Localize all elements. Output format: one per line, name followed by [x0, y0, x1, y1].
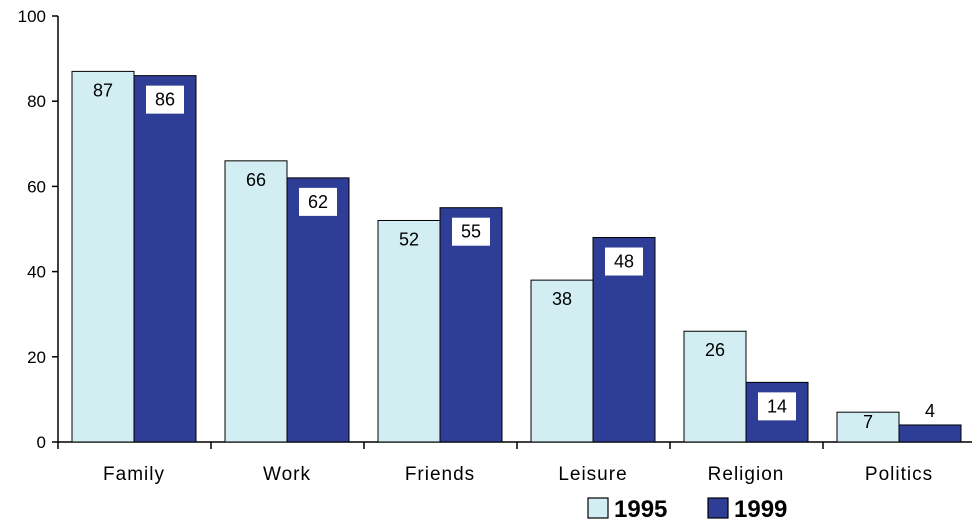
y-tick-label: 40 [27, 263, 46, 282]
bar-1995-work [224, 160, 288, 443]
data-label: 4 [925, 401, 935, 421]
y-axis: 0 20 40 60 80 100 [18, 7, 59, 452]
data-label-box [452, 217, 490, 246]
y-tick-label: 0 [37, 433, 46, 452]
data-label: 55 [461, 222, 481, 242]
data-label-box [146, 85, 184, 114]
data-label: 14 [767, 396, 787, 416]
legend: 1995 1999 [587, 496, 787, 523]
x-tick-label: Friends [405, 464, 475, 485]
data-label: 62 [308, 192, 328, 212]
data-label: 26 [705, 340, 725, 360]
x-tick-label: Religion [708, 464, 785, 485]
x-tick-label: Work [263, 464, 311, 485]
x-tick-label: Leisure [558, 464, 627, 485]
y-tick-label: 20 [27, 348, 46, 367]
data-label: 7 [863, 412, 873, 432]
bar-1995-family [71, 70, 135, 443]
data-label: 38 [552, 289, 572, 309]
data-label: 86 [155, 90, 175, 110]
data-label: 87 [93, 80, 113, 100]
data-label: 66 [246, 170, 266, 190]
legend-swatch-1995 [587, 497, 609, 519]
data-label-box [758, 392, 796, 421]
x-axis: Family Work Friends Leisure Religion Politics [57, 441, 972, 485]
bar-1999-politics [898, 424, 962, 443]
data-label: 48 [614, 252, 634, 272]
y-tick-label: 60 [27, 177, 46, 196]
bar-1999-family [133, 75, 197, 443]
bar-1999-work [286, 177, 350, 443]
data-label-box [299, 187, 337, 216]
bars: 87 66 52 38 26 7 86 62 55 48 14 4 [71, 70, 962, 443]
data-label: 52 [399, 229, 419, 249]
x-tick-label: Family [103, 464, 165, 485]
x-tick-label: Politics [865, 464, 933, 485]
legend-swatch-1999 [707, 497, 729, 519]
bar-1995-friends [377, 219, 441, 443]
legend-label-1999: 1999 [734, 496, 787, 523]
y-tick-label: 80 [27, 92, 46, 111]
legend-label-1995: 1995 [614, 496, 667, 523]
data-label-box [605, 247, 643, 276]
bar-1999-friends [439, 207, 503, 443]
y-tick-label: 100 [18, 7, 46, 26]
